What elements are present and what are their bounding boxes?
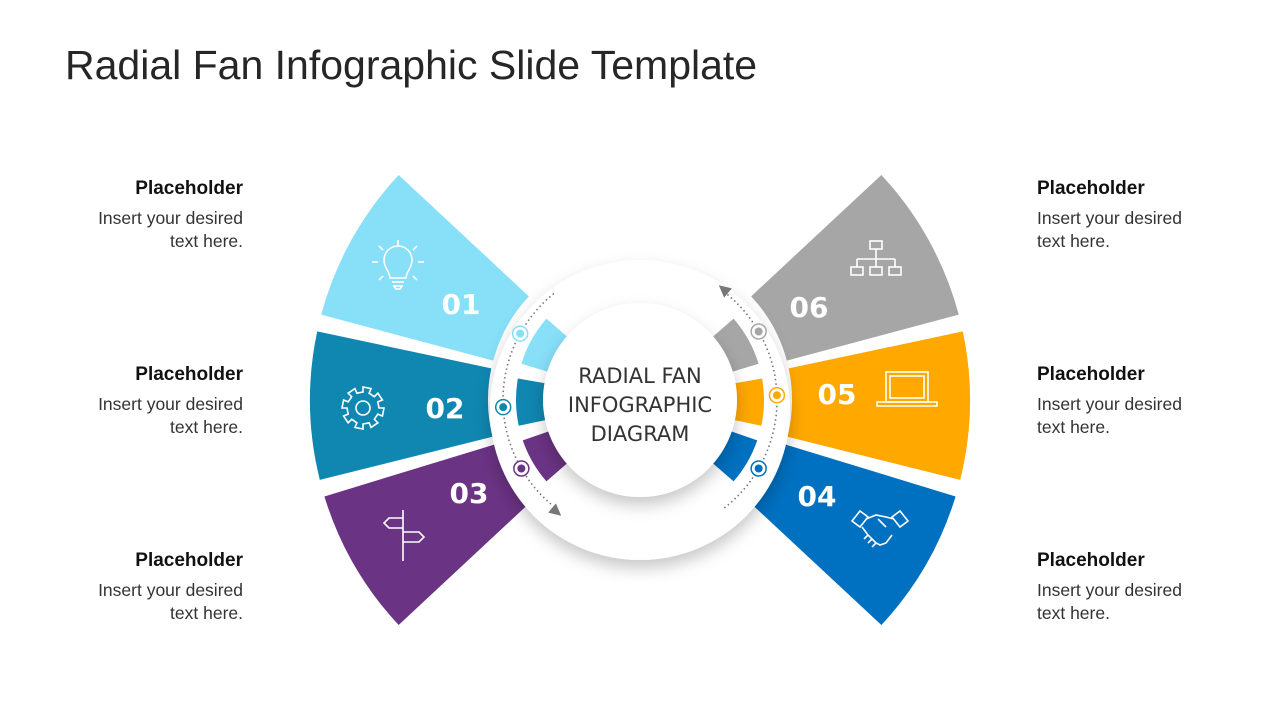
center-text-line: INFOGRAPHIC bbox=[568, 393, 712, 417]
inner-segment-05 bbox=[728, 378, 764, 426]
marker-dot-01 bbox=[511, 325, 529, 342]
placeholder-05: Placeholder Insert your desired text her… bbox=[1037, 363, 1277, 439]
placeholder-body-line: text here. bbox=[170, 231, 243, 251]
placeholder-06: Placeholder Insert your desired text her… bbox=[1037, 177, 1277, 253]
signpost-icon bbox=[382, 510, 426, 561]
laptop-icon bbox=[876, 371, 938, 407]
placeholder-body-line: text here. bbox=[1037, 417, 1110, 437]
placeholder-body-line: Insert your desired bbox=[98, 580, 243, 600]
placeholder-02: Placeholder Insert your desired text her… bbox=[3, 363, 243, 439]
segment-number-05: 05 bbox=[818, 378, 857, 411]
placeholder-heading: Placeholder bbox=[1037, 178, 1145, 199]
segment-number-01: 01 bbox=[442, 288, 481, 321]
arrow-head-icon bbox=[548, 503, 562, 516]
placeholder-body-line: text here. bbox=[1037, 603, 1110, 623]
center-text-line: RADIAL FAN bbox=[578, 364, 701, 388]
gear-icon bbox=[341, 386, 385, 430]
fan-segment-04 bbox=[751, 444, 956, 626]
placeholder-heading: Placeholder bbox=[135, 550, 243, 571]
placeholder-04: Placeholder Insert your desired text her… bbox=[1037, 549, 1277, 625]
marker-dot-05 bbox=[768, 386, 786, 404]
fan-segment-01 bbox=[321, 174, 529, 361]
segment-number-06: 06 bbox=[790, 291, 829, 324]
placeholder-heading: Placeholder bbox=[135, 178, 243, 199]
placeholder-body-line: Insert your desired bbox=[1037, 208, 1182, 228]
placeholder-body-line: Insert your desired bbox=[1037, 580, 1182, 600]
dotted-arc-left bbox=[502, 292, 555, 506]
placeholder-01: Placeholder Insert your desired text her… bbox=[3, 177, 243, 253]
fan-segment-06 bbox=[751, 174, 959, 361]
fan-segment-02 bbox=[310, 331, 493, 480]
placeholder-body-line: Insert your desired bbox=[98, 394, 243, 414]
placeholder-heading: Placeholder bbox=[135, 364, 243, 385]
marker-dot-03 bbox=[513, 460, 530, 477]
placeholder-body-line: text here. bbox=[170, 603, 243, 623]
placeholder-03: Placeholder Insert your desired text her… bbox=[3, 549, 243, 625]
placeholder-body-line: text here. bbox=[170, 417, 243, 437]
segment-number-03: 03 bbox=[450, 477, 489, 510]
placeholder-body-line: Insert your desired bbox=[98, 208, 243, 228]
marker-dot-04 bbox=[750, 460, 767, 477]
lightbulb-icon bbox=[372, 240, 424, 290]
fan-segment-03 bbox=[324, 444, 529, 626]
placeholder-body-line: Insert your desired bbox=[1037, 394, 1182, 414]
segment-number-02: 02 bbox=[426, 392, 465, 425]
placeholder-heading: Placeholder bbox=[1037, 550, 1145, 571]
marker-dot-06 bbox=[750, 323, 767, 340]
placeholder-body-line: text here. bbox=[1037, 231, 1110, 251]
handshake-icon bbox=[850, 509, 910, 548]
inner-segment-02 bbox=[516, 378, 552, 426]
center-text-line: DIAGRAM bbox=[591, 422, 690, 446]
placeholder-heading: Placeholder bbox=[1037, 364, 1145, 385]
org-chart-icon bbox=[850, 240, 902, 276]
arrow-head-icon bbox=[718, 285, 732, 298]
segment-number-04: 04 bbox=[798, 480, 837, 513]
center-circle bbox=[543, 303, 737, 497]
marker-dot-02 bbox=[494, 398, 512, 416]
slide-title: Radial Fan Infographic Slide Template bbox=[65, 42, 758, 88]
